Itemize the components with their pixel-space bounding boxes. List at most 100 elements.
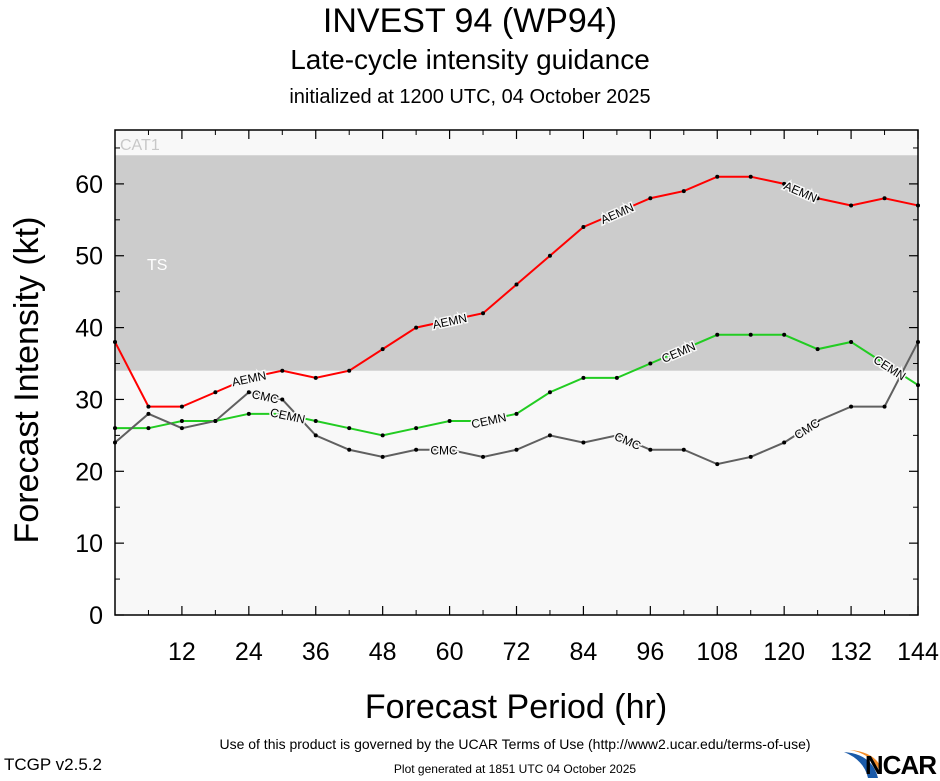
data-point-cemn xyxy=(782,332,787,337)
data-point-cemn xyxy=(481,419,486,423)
data-point-cmc xyxy=(447,447,452,452)
x-tick-label: 84 xyxy=(570,638,598,666)
data-point-aemn xyxy=(748,174,753,179)
data-point-cemn xyxy=(849,339,854,344)
data-point-cemn xyxy=(380,433,385,438)
data-point-cemn xyxy=(347,426,352,431)
data-point-cemn xyxy=(146,426,151,431)
data-point-cmc xyxy=(547,433,552,438)
data-point-aemn xyxy=(715,174,720,179)
data-point-aemn xyxy=(481,311,486,316)
data-point-cmc xyxy=(514,447,519,452)
data-point-aemn xyxy=(146,404,151,409)
x-tick-label: 120 xyxy=(763,638,805,666)
y-tick-label: 30 xyxy=(75,386,103,414)
x-tick-label: 48 xyxy=(369,638,397,666)
data-point-aemn xyxy=(313,375,318,380)
y-tick-label: 40 xyxy=(75,315,103,343)
data-point-cemn xyxy=(648,361,653,366)
data-point-cmc xyxy=(380,454,385,459)
ncar-logo-text: NCAR xyxy=(864,750,937,780)
y-axis-label: Forecast Intensity (kt) xyxy=(8,217,46,544)
data-point-aemn xyxy=(246,375,251,380)
data-point-cmc xyxy=(614,433,619,438)
data-point-cmc xyxy=(648,447,653,452)
band-label-cat1: CAT1 xyxy=(120,137,160,154)
data-point-aemn xyxy=(648,196,653,201)
series-label-cmc: CMC xyxy=(430,444,458,458)
terms-of-use: Use of this product is governed by the U… xyxy=(219,736,811,752)
data-point-aemn xyxy=(815,196,820,201)
data-point-aemn xyxy=(581,225,586,229)
y-tick-label: 10 xyxy=(75,530,103,558)
data-point-aemn xyxy=(681,189,686,194)
data-point-cmc xyxy=(849,404,854,409)
data-point-aemn xyxy=(882,196,887,201)
y-tick-label: 20 xyxy=(75,458,103,486)
data-point-cemn xyxy=(614,375,619,380)
x-tick-label: 144 xyxy=(897,638,939,666)
x-tick-label: 72 xyxy=(503,638,531,666)
version-label: TCGP v2.5.2 xyxy=(4,755,102,774)
data-point-aemn xyxy=(614,210,619,215)
data-point-cmc xyxy=(280,397,285,402)
data-point-cmc xyxy=(715,462,720,467)
data-point-cmc xyxy=(246,390,251,395)
data-point-aemn xyxy=(280,368,285,373)
data-point-cmc xyxy=(681,447,686,452)
data-point-cemn xyxy=(246,411,251,416)
data-point-cemn xyxy=(280,411,285,416)
data-point-cmc xyxy=(882,404,887,409)
data-point-aemn xyxy=(179,404,184,409)
data-point-cemn xyxy=(681,347,686,352)
x-axis-label: Forecast Period (hr) xyxy=(365,688,667,726)
data-point-aemn xyxy=(849,203,854,208)
data-point-cemn xyxy=(581,375,586,380)
band-label-ts: TS xyxy=(147,257,167,274)
data-point-aemn xyxy=(347,368,352,373)
data-point-cemn xyxy=(179,419,184,423)
data-point-cmc xyxy=(782,440,787,445)
data-point-cmc xyxy=(347,447,352,452)
x-tick-label: 36 xyxy=(302,638,330,666)
ncar-swoosh-icon xyxy=(844,750,882,778)
data-point-cmc xyxy=(414,447,419,452)
data-point-cemn xyxy=(514,411,519,416)
y-tick-label: 60 xyxy=(75,171,103,199)
data-point-aemn xyxy=(414,325,419,330)
ncar-logo: NCAR xyxy=(842,750,938,780)
y-tick-label: 0 xyxy=(89,602,103,630)
data-point-cemn xyxy=(447,419,452,423)
data-point-cemn xyxy=(414,426,419,431)
x-tick-label: 12 xyxy=(168,638,196,666)
data-point-cemn xyxy=(748,332,753,337)
data-point-cmc xyxy=(815,419,820,423)
data-point-cmc xyxy=(213,419,218,423)
chart-subtitle: Late-cycle intensity guidance xyxy=(290,44,650,75)
generated-time: Plot generated at 1851 UTC 04 October 20… xyxy=(393,762,637,776)
data-point-aemn xyxy=(514,282,519,287)
data-point-cemn xyxy=(715,332,720,337)
x-tick-label: 96 xyxy=(636,638,664,666)
data-point-aemn xyxy=(547,253,552,258)
data-point-cemn xyxy=(547,390,552,395)
data-point-cemn xyxy=(815,347,820,352)
x-tick-label: 60 xyxy=(436,638,464,666)
x-tick-label: 108 xyxy=(696,638,738,666)
data-point-cmc xyxy=(481,454,486,459)
data-point-cmc xyxy=(581,440,586,445)
chart-title: INVEST 94 (WP94) xyxy=(322,2,618,40)
data-point-cmc xyxy=(179,426,184,431)
x-tick-label: 24 xyxy=(235,638,263,666)
data-point-aemn xyxy=(447,318,452,323)
init-time: initialized at 1200 UTC, 04 October 2025 xyxy=(289,86,651,108)
data-point-cmc xyxy=(313,433,318,438)
data-point-aemn xyxy=(380,347,385,352)
data-point-aemn xyxy=(213,390,218,395)
data-point-aemn xyxy=(782,181,787,186)
data-point-cemn xyxy=(313,419,318,423)
y-tick-label: 50 xyxy=(75,243,103,271)
x-tick-label: 132 xyxy=(830,638,872,666)
data-point-cmc xyxy=(146,411,151,416)
